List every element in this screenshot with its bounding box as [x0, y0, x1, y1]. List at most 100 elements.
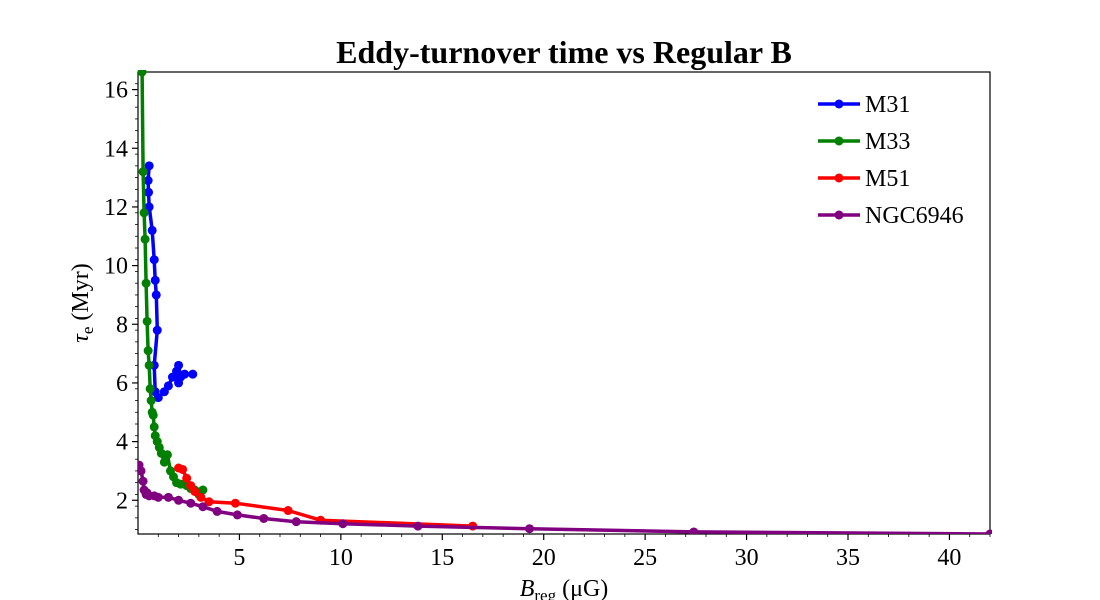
data-point [163, 492, 173, 502]
data-point [985, 529, 992, 534]
data-point [204, 497, 214, 507]
data-point [174, 378, 184, 388]
x-tick-label: 30 [735, 545, 759, 571]
x-axis-label: Breg (μG) [520, 576, 609, 600]
data-point [196, 492, 206, 502]
data-point [291, 517, 301, 527]
legend-item: M31 [818, 92, 910, 118]
x-tick-label: 15 [430, 545, 454, 571]
legend-swatch-marker [834, 136, 844, 146]
x-axis-label-sub: reg [534, 586, 556, 600]
y-tick-label: 4 [116, 430, 128, 456]
data-point [152, 325, 162, 335]
data-point [163, 381, 173, 391]
x-tick-label: 25 [633, 545, 657, 571]
data-point [232, 510, 242, 520]
data-point [186, 498, 196, 508]
data-point [146, 396, 156, 406]
data-point [138, 70, 147, 77]
data-point [162, 450, 172, 460]
series-line [138, 464, 991, 534]
data-point [525, 524, 535, 534]
data-point [230, 498, 240, 508]
data-point [174, 360, 184, 370]
data-point [143, 346, 153, 356]
data-point [144, 161, 154, 171]
data-point [188, 369, 198, 379]
legend-label: M33 [865, 129, 910, 155]
legend-label: NGC6946 [865, 203, 964, 229]
legend-item: M51 [818, 166, 910, 192]
y-axis-label: τe (Myr) [68, 263, 97, 342]
series-m31 [143, 161, 198, 403]
data-point [159, 457, 169, 467]
x-tick-label: 5 [233, 545, 245, 571]
legend-label: M31 [865, 92, 910, 118]
data-point [141, 278, 151, 288]
y-axis-label-sub: e [78, 327, 97, 335]
x-axis-label-main: B [520, 576, 535, 600]
data-point [140, 234, 150, 244]
x-tick-label: 40 [937, 545, 961, 571]
data-point [151, 290, 161, 300]
y-tick-label: 2 [116, 488, 128, 514]
data-point [149, 255, 159, 265]
plot-area [137, 71, 991, 535]
x-tick-label: 35 [836, 545, 860, 571]
series-m51 [174, 463, 478, 531]
legend-item: M33 [818, 129, 910, 155]
data-point [138, 167, 148, 177]
data-point [145, 384, 155, 394]
data-point [149, 422, 159, 432]
data-point [198, 502, 208, 512]
y-tick-label: 16 [104, 78, 128, 104]
y-tick-label: 6 [116, 371, 128, 397]
data-point [144, 187, 154, 197]
y-tick-label: 12 [104, 195, 128, 221]
data-point [178, 464, 188, 474]
series-m33 [138, 70, 208, 499]
y-axis-label-main: τ [68, 333, 94, 343]
legend-swatch-marker [834, 173, 844, 183]
data-point [180, 369, 190, 379]
legend-swatch-marker [834, 210, 844, 220]
y-axis-ticks: 2 4 6 8 10 12 14 16 [104, 78, 138, 530]
data-point [283, 506, 293, 516]
legend-item: NGC6946 [818, 203, 964, 229]
data-point [150, 275, 160, 285]
legend-label: M51 [865, 166, 910, 192]
y-tick-label: 14 [104, 136, 128, 162]
data-point [139, 208, 149, 218]
series-ngc6946 [138, 460, 992, 534]
data-point [147, 225, 157, 235]
series-line [140, 71, 204, 497]
chart-title: Eddy-turnover time vs Regular B [336, 34, 792, 70]
data-point [689, 527, 699, 534]
data-point [148, 410, 158, 420]
data-point [212, 506, 222, 516]
y-tick-label: 8 [116, 312, 128, 338]
data-point [153, 492, 163, 502]
x-axis-label-rest: (μG) [556, 576, 608, 600]
series-line [177, 466, 473, 528]
x-axis-ticks: 5 10 15 20 25 30 35 40 [157, 534, 991, 571]
data-point [142, 316, 152, 326]
data-point [138, 466, 146, 476]
data-point [259, 513, 269, 523]
data-point [144, 360, 154, 370]
data-point [143, 176, 153, 186]
y-axis-label-rest: (Myr) [68, 263, 94, 326]
series-layer [138, 70, 992, 534]
data-point [190, 486, 200, 496]
legend-swatch-marker [834, 99, 844, 109]
data-point [338, 519, 348, 529]
y-tick-label: 10 [104, 254, 128, 280]
data-point [153, 393, 163, 403]
data-point [198, 485, 208, 495]
x-tick-label: 10 [329, 545, 353, 571]
data-point [138, 476, 148, 486]
data-point [413, 521, 423, 531]
data-point [174, 495, 184, 505]
data-point [182, 473, 192, 483]
